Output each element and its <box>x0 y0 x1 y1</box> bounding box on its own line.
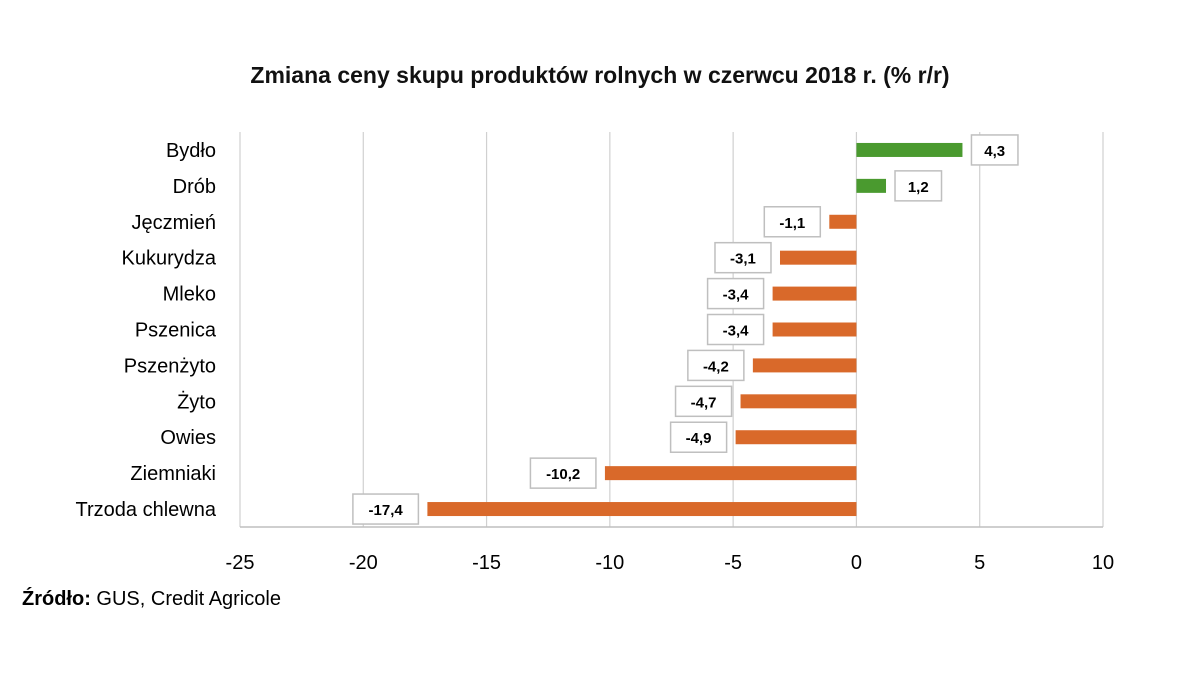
chart-title: Zmiana ceny skupu produktów rolnych w cz… <box>250 62 950 88</box>
data-label: -10,2 <box>529 457 597 489</box>
data-label: -17,4 <box>352 493 420 525</box>
data-label: 4,3 <box>970 134 1019 166</box>
category-label: Pszenżyto <box>124 355 216 377</box>
data-label: -4,9 <box>669 421 728 453</box>
x-tick-label: -10 <box>595 552 624 574</box>
data-label-text: -4,7 <box>691 394 717 411</box>
data-label-box <box>970 134 1019 166</box>
data-label-text: -4,2 <box>703 358 729 375</box>
category-labels: Bydło Drób Jęczmień Kukurydza Mleko Pszenica P… <box>76 140 217 521</box>
category-label: Drób <box>173 176 216 198</box>
bar <box>427 502 857 517</box>
data-label-text: 1,2 <box>908 179 929 196</box>
category-label: Kukurydza <box>122 248 217 270</box>
bar <box>752 358 857 373</box>
data-label-box <box>763 206 822 238</box>
x-tick-label: 0 <box>851 552 862 574</box>
source-label: Źródło: <box>22 588 91 610</box>
data-label-text: -3,1 <box>730 251 756 268</box>
data-label: -4,2 <box>687 349 745 382</box>
data-label-text: -3,4 <box>723 323 750 340</box>
data-label-text: -3,4 <box>723 287 750 304</box>
bar <box>740 394 857 409</box>
data-label: -3,4 <box>706 277 765 310</box>
data-label-box <box>352 493 420 525</box>
bar <box>856 142 963 157</box>
category-label: Jęczmień <box>132 212 216 234</box>
bar <box>604 466 857 481</box>
category-label: Trzoda chlewna <box>76 499 217 521</box>
category-label: Ziemniaki <box>130 463 216 485</box>
x-tick-label: -25 <box>226 552 255 574</box>
data-label-box <box>714 241 772 274</box>
bar <box>735 430 857 445</box>
bar <box>856 178 887 193</box>
category-label: Pszenica <box>135 320 217 342</box>
data-label: -3,4 <box>706 313 765 346</box>
category-label: Żyto <box>177 390 216 413</box>
data-label-box <box>687 349 745 382</box>
data-label-box <box>674 385 733 418</box>
bar <box>779 250 857 265</box>
x-tick-label: 5 <box>974 552 985 574</box>
data-label: 1,2 <box>894 170 943 202</box>
data-label-box <box>706 313 765 346</box>
x-tick-label: -20 <box>349 552 378 574</box>
bar <box>772 286 857 301</box>
data-label-text: -17,4 <box>369 502 404 519</box>
category-label: Bydło <box>166 140 216 162</box>
x-tick-label: -15 <box>472 552 501 574</box>
data-labels: 4,3 1,2 -1,1 -3,1 -3,4 -3,4 -4,2 -4,7 -4,9 -10,2 -… <box>352 134 1019 525</box>
x-tick-labels: -25 -20 -15 -10 -5 0 5 10 <box>226 552 1115 574</box>
source-note: Źródło: GUS, Credit Agricole <box>22 588 281 611</box>
data-label-box <box>706 277 765 310</box>
source-text: GUS, Credit Agricole <box>90 588 281 610</box>
data-label-box <box>529 457 597 489</box>
data-label: -3,1 <box>714 241 772 274</box>
data-label-text: -4,9 <box>686 430 712 447</box>
bar <box>772 322 857 337</box>
category-label: Owies <box>160 427 216 449</box>
bars <box>427 142 963 517</box>
bar <box>829 214 857 229</box>
category-label: Mleko <box>163 284 216 306</box>
data-label-box <box>669 421 728 453</box>
x-tick-label: 10 <box>1092 552 1114 574</box>
data-label-text: -10,2 <box>546 466 580 483</box>
x-tick-label: -5 <box>724 552 742 574</box>
data-label-text: -1,1 <box>779 215 805 232</box>
data-label-box <box>894 170 943 202</box>
data-label-text: 4,3 <box>984 143 1005 160</box>
data-label: -4,7 <box>674 385 733 418</box>
data-label: -1,1 <box>763 206 822 238</box>
